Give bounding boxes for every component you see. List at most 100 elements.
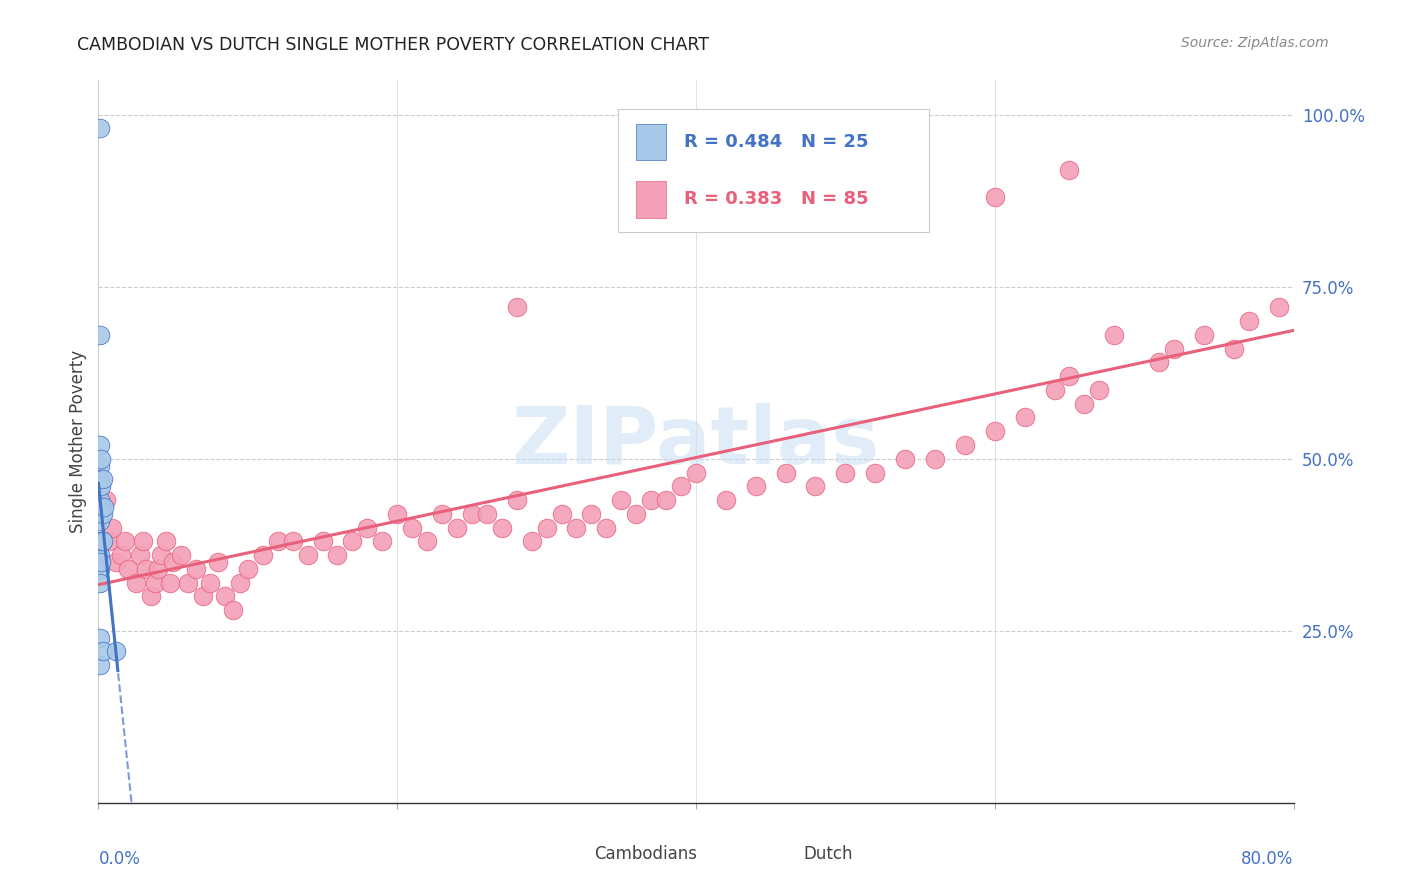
Text: Source: ZipAtlas.com: Source: ZipAtlas.com xyxy=(1181,36,1329,50)
Point xyxy=(177,575,200,590)
FancyBboxPatch shape xyxy=(553,831,582,857)
FancyBboxPatch shape xyxy=(637,124,666,160)
Point xyxy=(90,500,112,514)
Point xyxy=(1104,327,1126,342)
Point xyxy=(105,644,128,658)
Point xyxy=(229,575,252,590)
Point xyxy=(207,555,229,569)
Point xyxy=(162,555,184,569)
Point xyxy=(89,534,111,549)
Point xyxy=(129,548,152,562)
Point xyxy=(536,520,558,534)
Point xyxy=(1223,342,1246,356)
Text: R = 0.484   N = 25: R = 0.484 N = 25 xyxy=(685,133,869,151)
Point xyxy=(385,507,409,521)
Point xyxy=(804,479,827,493)
Point xyxy=(90,534,112,549)
Point xyxy=(89,562,111,576)
Text: ZIPatlas: ZIPatlas xyxy=(512,402,880,481)
Point xyxy=(342,534,364,549)
Point xyxy=(89,493,111,508)
Point xyxy=(90,479,112,493)
Point xyxy=(222,603,245,617)
Point xyxy=(91,534,114,549)
Point xyxy=(125,575,148,590)
Point xyxy=(1237,314,1260,328)
Point xyxy=(326,548,349,562)
Point xyxy=(184,562,207,576)
Point xyxy=(89,575,111,590)
Point xyxy=(834,466,856,480)
Point xyxy=(89,121,111,136)
Point xyxy=(506,493,529,508)
Point xyxy=(267,534,290,549)
Point xyxy=(356,520,378,534)
Point xyxy=(669,479,692,493)
Point xyxy=(655,177,678,191)
Point xyxy=(865,466,887,480)
Point xyxy=(143,575,166,590)
Point xyxy=(1163,342,1185,356)
Point xyxy=(191,590,214,604)
Point xyxy=(214,590,236,604)
Y-axis label: Single Mother Poverty: Single Mother Poverty xyxy=(69,350,87,533)
Point xyxy=(89,438,111,452)
Point xyxy=(311,534,333,549)
Point xyxy=(371,534,394,549)
Point xyxy=(984,424,1007,438)
Point xyxy=(89,472,111,486)
Point xyxy=(155,534,177,549)
Point xyxy=(91,507,114,521)
Point xyxy=(150,548,173,562)
Point xyxy=(655,493,678,508)
Point xyxy=(89,631,111,645)
Point xyxy=(200,575,222,590)
Point xyxy=(93,500,115,514)
Text: R = 0.383   N = 85: R = 0.383 N = 85 xyxy=(685,191,869,209)
Point xyxy=(297,548,319,562)
Point xyxy=(640,493,662,508)
Point xyxy=(610,493,633,508)
Point xyxy=(491,520,513,534)
Point xyxy=(89,500,111,514)
Point xyxy=(1147,355,1170,369)
Point xyxy=(1073,397,1095,411)
Point xyxy=(89,327,111,342)
Point xyxy=(461,507,484,521)
FancyBboxPatch shape xyxy=(619,109,929,232)
Text: CAMBODIAN VS DUTCH SINGLE MOTHER POVERTY CORRELATION CHART: CAMBODIAN VS DUTCH SINGLE MOTHER POVERTY… xyxy=(77,36,710,54)
Point xyxy=(1059,162,1081,177)
Point xyxy=(1014,410,1036,425)
Point xyxy=(89,658,111,673)
Point xyxy=(135,562,157,576)
Point xyxy=(446,520,468,534)
Point xyxy=(132,534,155,549)
Point xyxy=(90,451,112,466)
Point xyxy=(91,644,114,658)
Point xyxy=(506,301,529,315)
Point xyxy=(714,493,737,508)
Point xyxy=(91,472,114,486)
Text: 80.0%: 80.0% xyxy=(1241,850,1294,868)
FancyBboxPatch shape xyxy=(637,181,666,218)
Point xyxy=(430,507,453,521)
Point xyxy=(89,514,111,528)
Point xyxy=(91,534,114,549)
Point xyxy=(1088,383,1111,397)
Point xyxy=(139,590,162,604)
Point xyxy=(401,520,423,534)
Point xyxy=(595,520,617,534)
Point xyxy=(148,562,170,576)
Point xyxy=(90,555,112,569)
Point xyxy=(114,534,136,549)
Point xyxy=(1059,369,1081,384)
Point xyxy=(565,520,588,534)
Point xyxy=(984,190,1007,204)
Text: Cambodians: Cambodians xyxy=(595,845,697,863)
Point xyxy=(89,548,111,562)
Point xyxy=(101,520,124,534)
Point xyxy=(1043,383,1066,397)
Point xyxy=(475,507,498,521)
Point xyxy=(894,451,917,466)
FancyBboxPatch shape xyxy=(762,831,792,857)
